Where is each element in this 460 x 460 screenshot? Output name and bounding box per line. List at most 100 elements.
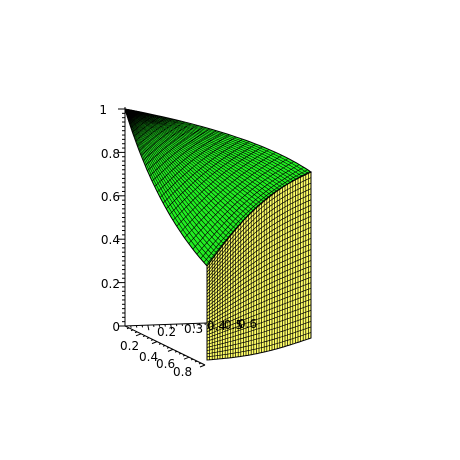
x-axis-tick [178, 352, 182, 355]
y-tick-label: 0.2 [157, 325, 176, 339]
x-axis-tick [174, 350, 178, 353]
wall-mesh-line [206, 332, 312, 358]
yellow-wall-surface [206, 171, 312, 361]
y-tick-label: 0.3 [184, 322, 203, 336]
axes [118, 107, 264, 368]
top-mesh-line [154, 132, 224, 187]
green-top-surface [124, 108, 312, 267]
top-mesh-line [188, 158, 288, 244]
y-tick-label: 0.5 [224, 318, 243, 332]
x-tick-label: 0.6 [156, 357, 175, 371]
z-tick-label: 0.4 [101, 233, 120, 247]
wall-mesh-line [206, 177, 312, 270]
x-axis-tick [142, 335, 146, 338]
wall-mesh-line [206, 210, 312, 289]
y-axis-tick [147, 325, 150, 331]
top-mesh-line [166, 141, 250, 209]
x-axis-tick [167, 348, 174, 352]
wall-mesh-line [206, 215, 312, 292]
x-axis-tick [198, 362, 202, 365]
wall-mesh-line [206, 243, 312, 307]
x-axis-tick [150, 339, 154, 341]
top-mesh-line [130, 113, 150, 129]
x-axis-tick [135, 333, 142, 337]
x-axis-tick [183, 356, 190, 360]
wall-mesh-line [206, 199, 312, 282]
apex-dense-mesh [124, 108, 142, 122]
x-axis-tick [182, 354, 186, 357]
top-mesh-line [138, 120, 179, 151]
y-axis-tick [193, 323, 195, 329]
wall-mesh-line [206, 238, 312, 304]
top-mesh-line [129, 112, 145, 125]
x-axis-tick [166, 346, 170, 349]
x-axis-tick [151, 341, 158, 345]
wall-mesh-line [206, 315, 312, 348]
wall-mesh-line [206, 309, 312, 345]
wall-mesh-line [206, 276, 312, 326]
top-mesh-line [169, 143, 256, 215]
wall-mesh-line [206, 321, 312, 351]
wall-mesh-line [206, 298, 312, 339]
top-mesh-line [144, 125, 198, 166]
wall-mesh-line [206, 226, 312, 298]
wall-mesh-line [206, 232, 312, 301]
z-tick-label: 0.8 [101, 147, 120, 161]
wall-mesh-line [206, 188, 312, 276]
x-tick-label: 0.8 [173, 365, 192, 379]
y-tick-label: 0.4 [207, 319, 226, 333]
top-mesh-line [192, 161, 294, 250]
x-axis-tick [146, 337, 150, 339]
x-axis-tick [134, 331, 138, 334]
wall-mesh-line [206, 265, 312, 320]
wall-mesh-line [206, 204, 312, 286]
x-axis-tick [130, 329, 134, 332]
top-mesh-line [132, 114, 156, 133]
y-tick-label: 0.6 [238, 317, 257, 331]
wall-mesh-line [206, 249, 312, 311]
top-mesh-line [200, 167, 304, 259]
x-axis-tick [199, 364, 206, 368]
top-mesh-line [137, 118, 173, 147]
top-mesh-line [149, 128, 211, 177]
z-axis-tick-labels: 1 0.8 0.6 0.4 0.2 0 [99, 103, 120, 334]
wall-mesh-line [206, 260, 312, 317]
x-axis-tick [126, 327, 130, 330]
top-mesh-line [151, 130, 217, 182]
top-mesh-line [142, 123, 192, 161]
top-mesh-line [135, 117, 167, 142]
wall-mesh-line [206, 182, 312, 273]
top-mesh-line [140, 121, 185, 156]
z-tick-label: 1 [99, 103, 107, 117]
top-mesh-line [196, 164, 300, 255]
x-axis-tick [162, 345, 166, 347]
top-mesh-line [180, 152, 276, 233]
x-tick-label: 0.2 [120, 339, 139, 353]
x-axis-tick [158, 343, 162, 345]
top-mesh-line [159, 136, 237, 198]
wall-mesh-line [206, 271, 312, 323]
wall-mesh-line [206, 293, 312, 336]
wall-mesh-line [206, 326, 312, 355]
z-tick-label: 0 [112, 320, 120, 334]
x-axis-tick [194, 360, 198, 363]
top-mesh-line [205, 171, 311, 266]
y-axis-tick [170, 324, 173, 330]
top-mesh-line [133, 116, 161, 137]
y-axis-tick-labels: 0.2 0.3 0.4 0.5 0.6 [157, 317, 257, 339]
x-tick-label: 0.4 [139, 350, 158, 364]
wall-mesh-line [206, 193, 312, 279]
top-mesh-line [147, 126, 204, 171]
x-axis-tick [190, 358, 194, 361]
wall-mesh-line [206, 282, 312, 330]
wall-mesh-line [206, 287, 312, 333]
wall-mesh-line [206, 221, 312, 295]
top-mesh-line [172, 146, 263, 221]
top-mesh-line [184, 155, 282, 238]
top-mesh-line [162, 139, 243, 204]
top-mesh-line [157, 134, 230, 193]
x-axis-tick-labels: 0.2 0.4 0.6 0.8 [120, 339, 192, 379]
top-mesh-line [203, 169, 308, 263]
z-tick-label: 0.2 [101, 277, 120, 291]
